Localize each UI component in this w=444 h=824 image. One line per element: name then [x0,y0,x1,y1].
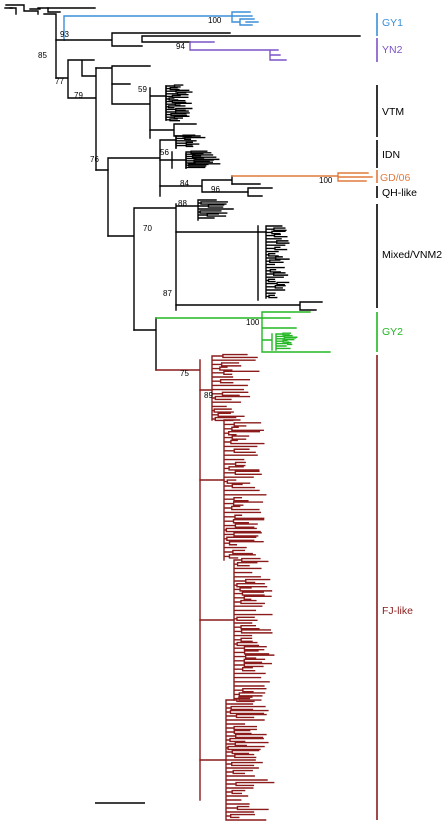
clade-label-idn: IDN [382,149,400,161]
bootstrap-label: 75 [180,369,189,378]
subclade-branches [233,557,275,701]
subclade-branches [175,134,206,149]
clade-label-gy2: GY2 [382,326,403,338]
clade-qh-branches [159,175,249,193]
subclade-branches [165,84,193,122]
bootstrap-label: 89 [204,391,213,400]
clade-mixed-branches [175,225,267,301]
subclade-branches [225,697,275,821]
clade-vtm-branches [149,123,201,137]
node-branches [63,32,361,47]
root-branches [5,4,57,79]
bootstrap-label: 77 [55,77,64,86]
backbone-branches [55,59,97,171]
bootstrap-label: 100 [246,318,260,327]
bootstrap-label: 100 [208,16,222,25]
clade-fj-branches [199,389,235,761]
backbone-branches [133,317,157,371]
clade-vtm-branches [111,83,167,139]
subclade-branches [265,225,290,299]
subclade-branches [223,419,267,561]
bootstrap-values: 100 93 94 85 77 79 59 76 56 84 100 96 88… [38,16,333,400]
clade-fj-branches [155,359,201,801]
bootstrap-label: 84 [180,179,189,188]
bootstrap-label: 93 [60,30,69,39]
clade-label-fj: FJ-like [382,605,413,617]
root-tip-branches [4,7,96,13]
bootstrap-label: 87 [163,289,172,298]
bootstrap-label: 56 [160,148,169,157]
clade-annotations: GY1 YN2 VTM IDN GD/06 QH-like Mixed/VNM2… [376,13,442,820]
clade-gd06-branches [231,172,373,182]
clade-label-gd06: GD/06 [380,172,411,184]
clade-mixed-branches [107,203,199,331]
clade-mixed-branches [175,301,323,311]
clade-label-yn2: YN2 [382,44,403,56]
tree-branches [4,4,373,821]
bootstrap-label: 59 [138,85,147,94]
clade-gy1-branches [63,11,259,41]
bootstrap-label: 100 [319,176,333,185]
clade-yn2-branches [189,41,287,61]
clade-gy2-branches [155,311,331,353]
subclade-branches [197,199,234,221]
subclade-branches [275,332,298,351]
subclade-branches [185,150,221,169]
backbone-branches [95,65,151,171]
clade-label-mixed: Mixed/VNM2 [382,249,442,261]
bootstrap-label: 85 [38,51,47,60]
clade-label-qh: QH-like [382,187,417,199]
clade-idn-branches [107,135,177,237]
bootstrap-label: 94 [176,42,185,51]
bootstrap-label: 70 [143,224,152,233]
bootstrap-label: 76 [90,155,99,164]
clade-qh-branches [231,183,273,197]
clade-label-vtm: VTM [382,106,404,118]
clade-idn-branches [159,151,187,169]
bootstrap-label: 88 [178,199,187,208]
bootstrap-label: 79 [74,91,83,100]
subclade-branches [211,353,260,422]
bootstrap-label: 96 [211,185,220,194]
clade-label-gy1: GY1 [382,17,403,29]
